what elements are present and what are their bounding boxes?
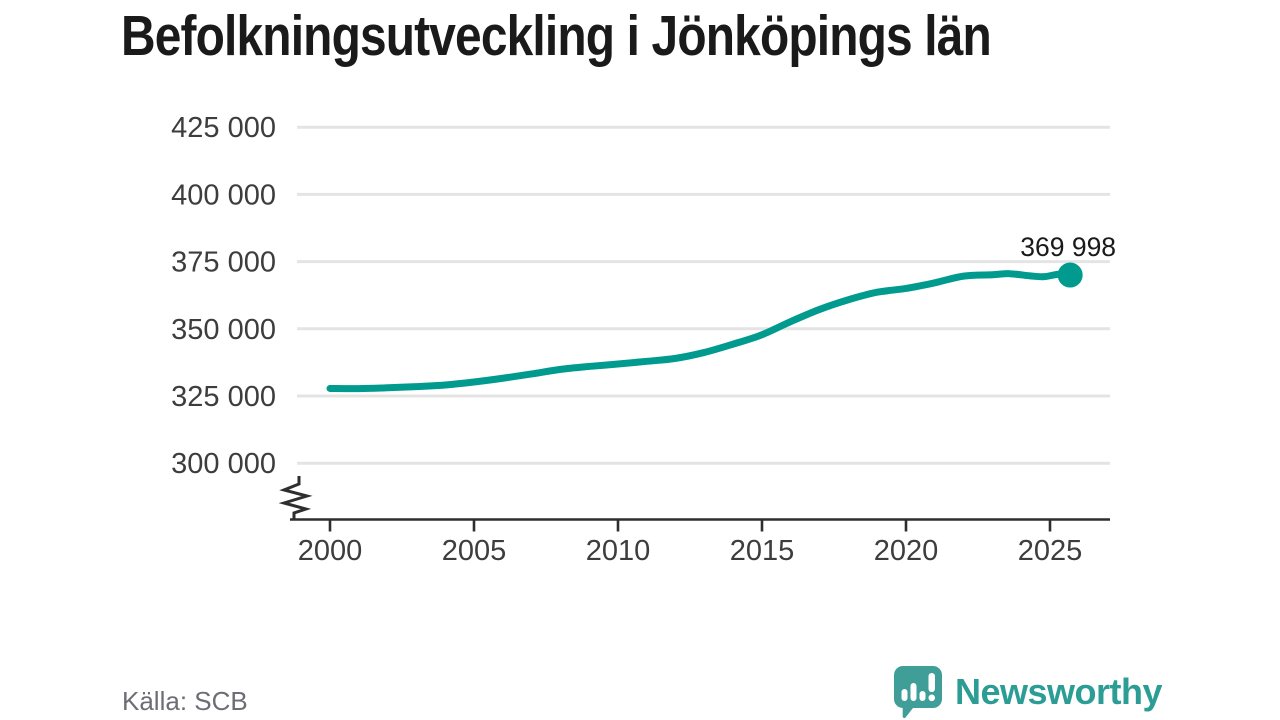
end-value-label: 369 998 <box>1020 232 1116 262</box>
newsworthy-logo-icon <box>893 666 942 719</box>
logo-bar-1 <box>901 689 908 701</box>
y-axis-tick-label: 375 000 <box>171 247 276 279</box>
x-axis-tick-label: 2025 <box>1018 535 1083 567</box>
logo-exclamation-dot <box>928 694 936 702</box>
logo-bubble-shape <box>893 666 942 719</box>
x-axis-tick-label: 2000 <box>298 535 363 567</box>
y-axis-tick-label: 425 000 <box>171 112 276 144</box>
x-axis-tick-label: 2005 <box>442 535 507 567</box>
x-axis-tick-label: 2010 <box>586 535 651 567</box>
axis-break-icon <box>278 476 313 519</box>
newsworthy-wordmark: Newsworthy <box>954 671 1163 712</box>
y-axis-tick-label: 400 000 <box>171 179 276 211</box>
logo-bar-2 <box>910 683 917 701</box>
logo-exclamation-bar <box>928 673 935 692</box>
chart-title: Befolkningsutveckling i Jönköpings län <box>121 4 992 68</box>
y-axis-tick-label: 300 000 <box>171 448 276 480</box>
logo-bar-3 <box>919 691 926 701</box>
population-line-series <box>326 270 1074 393</box>
y-axis-tick-label: 325 000 <box>171 381 276 413</box>
source-label: Källa: SCB <box>122 686 248 716</box>
y-axis-tick-label: 350 000 <box>171 314 276 346</box>
newsworthy-logo[interactable]: Newsworthy <box>889 664 1163 720</box>
x-axis-tick-label: 2015 <box>730 535 795 567</box>
end-point-marker <box>1057 262 1083 288</box>
x-axis-tick-label: 2020 <box>874 535 939 567</box>
